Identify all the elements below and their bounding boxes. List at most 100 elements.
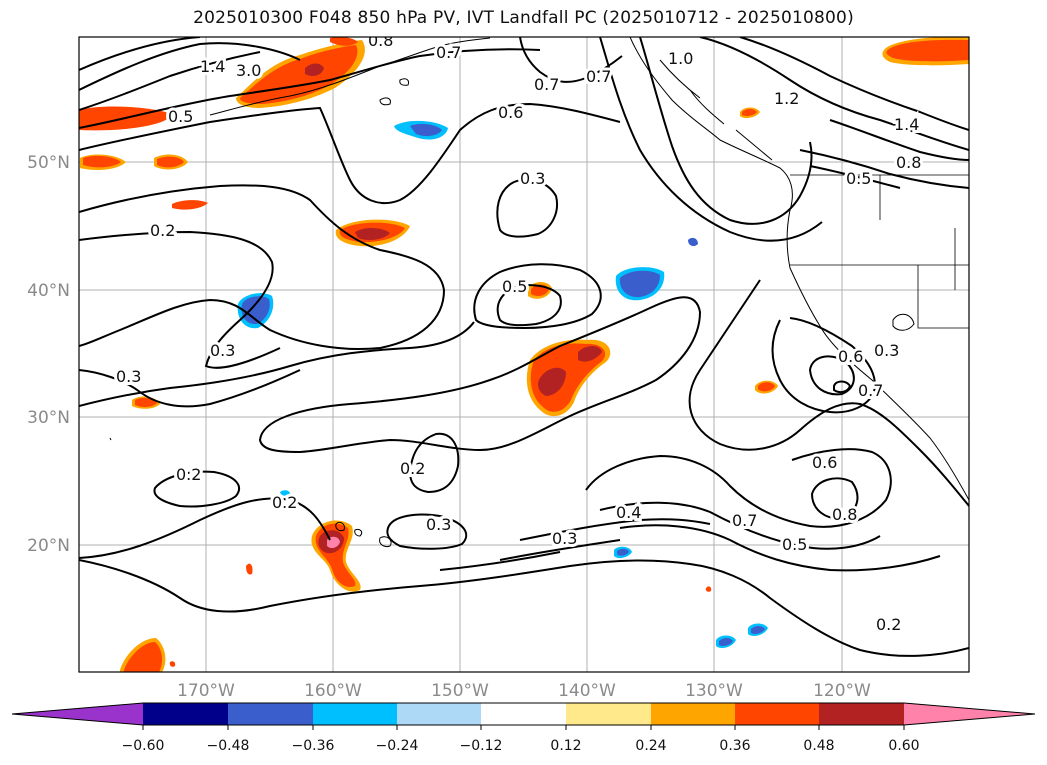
pv-patch: [619, 270, 660, 298]
colorbar-segment: [397, 703, 481, 725]
colorbar-tick-label: 0.36: [719, 738, 750, 754]
contour-line: [496, 178, 558, 238]
contour-label: 0.2: [150, 221, 175, 240]
contour-label: 0.7: [534, 75, 559, 94]
contour-line: [79, 48, 541, 129]
contour-label: 0.3: [874, 341, 899, 360]
contour-label: 0.8: [368, 31, 393, 50]
contour-label: 3.0: [236, 61, 261, 80]
colorbar-segment: [228, 703, 313, 725]
pv-patch: [305, 63, 324, 76]
pv-patch: [742, 109, 757, 116]
contour-label: 0.3: [426, 515, 451, 534]
pv-patch: [355, 227, 390, 241]
contour-label: 0.3: [520, 169, 545, 188]
pv-patch: [83, 155, 121, 168]
contour-label: 0.8: [896, 153, 921, 172]
lat-label-30n: 30°N: [27, 408, 70, 428]
contour-line: [519, 37, 623, 83]
lon-axis: 170°W 160°W 150°W 140°W 130°W 120°W: [177, 681, 871, 701]
colorbar-segment: [819, 703, 904, 725]
contour-line: [79, 369, 301, 408]
pv-patch: [241, 296, 270, 325]
lon-label-160w: 160°W: [304, 681, 362, 701]
colorbar-segment: [651, 703, 735, 725]
contour-line: [79, 102, 621, 205]
lon-label-120w: 120°W: [813, 681, 871, 701]
contour-label: 0.3: [552, 529, 577, 548]
contour-line: [809, 165, 901, 189]
contour-label: 1.0: [668, 49, 693, 68]
pv-patch: [410, 123, 442, 137]
pv-patch: [135, 397, 157, 408]
pv-patch: [538, 367, 566, 396]
pv-patch: [124, 642, 163, 672]
contour-line: [585, 448, 892, 528]
contour-label: 0.6: [838, 347, 863, 366]
colorbar-segment: [313, 703, 397, 725]
contour-label: 1.4: [200, 57, 225, 76]
colorbar-tick-label: −0.60: [122, 738, 165, 754]
ivt-contours: [79, 37, 969, 657]
contour-line: [810, 477, 859, 520]
contour-line: [619, 524, 941, 572]
pv-patch: [758, 382, 775, 392]
lat-label-50n: 50°N: [27, 153, 70, 173]
contour-label: 0.2: [876, 615, 901, 634]
colorbar-extend-right: [904, 703, 1035, 725]
contour-label: 0.5: [846, 169, 871, 188]
contour-line: [599, 501, 881, 550]
pv-patch: [719, 638, 733, 646]
lon-label-150w: 150°W: [431, 681, 489, 701]
pv-patch: [172, 200, 208, 210]
colorbar-tick-label: −0.24: [376, 738, 419, 754]
contour-label: 0.3: [210, 341, 235, 360]
colorbar-segment: [143, 703, 228, 725]
contour-line: [79, 321, 475, 407]
contour-line: [79, 51, 261, 111]
contour-line: [833, 380, 852, 394]
pv-patch: [330, 37, 358, 46]
contour-label: 0.5: [168, 107, 193, 126]
pv-patch: [169, 661, 176, 667]
pv-patch: [688, 237, 698, 247]
contour-label: 0.8: [832, 505, 857, 524]
lat-axis: 50°N 40°N 30°N 20°N: [27, 153, 70, 556]
contour-label: 1.2: [774, 89, 799, 108]
contour-line: [739, 37, 969, 131]
contour-line: [473, 263, 602, 330]
pv-patch: [705, 586, 712, 592]
lat-label-20n: 20°N: [27, 536, 70, 556]
contour-line: [688, 279, 969, 507]
contour-line: [153, 470, 241, 508]
islands: [379, 78, 409, 106]
colorbar: −0.60 −0.48 −0.36 −0.24 −0.12 0.12 0.24 …: [11, 702, 1036, 754]
contour-line: [439, 551, 561, 571]
contour-line: [499, 539, 621, 561]
contour-line: [79, 497, 331, 559]
contour-label: 0.3: [116, 367, 141, 386]
contour-line: [599, 37, 823, 242]
contour-line: [386, 513, 468, 550]
contour-line: [408, 432, 460, 494]
alaska-peninsula-coast: [209, 37, 491, 116]
map-title: 2025010300 F048 850 hPa PV, IVT Landfall…: [193, 8, 854, 28]
contour-line: [639, 37, 813, 225]
pv-patch: [246, 563, 253, 575]
contour-line: [79, 42, 301, 91]
contour-line: [258, 296, 702, 454]
colorbar-tick-label: −0.36: [292, 738, 335, 754]
lon-label-130w: 130°W: [685, 681, 743, 701]
contour-label: 0.2: [272, 493, 297, 512]
colorbar-segment: [481, 703, 566, 725]
colorbar-tick-label: 0.24: [635, 738, 666, 754]
colorbar-tick-label: 0.12: [550, 738, 581, 754]
contour-labels: 1.4 3.0 0.8 0.7 1.0 0.7 0.7 0.5 0.6 1.2 …: [113, 31, 924, 637]
pv-patch: [751, 626, 765, 634]
contour-label: 0.7: [586, 67, 611, 86]
lat-label-40n: 40°N: [27, 281, 70, 301]
colorbar-extend-left: [12, 703, 143, 725]
contour-line: [79, 37, 201, 71]
contour-label: 0.2: [176, 465, 201, 484]
